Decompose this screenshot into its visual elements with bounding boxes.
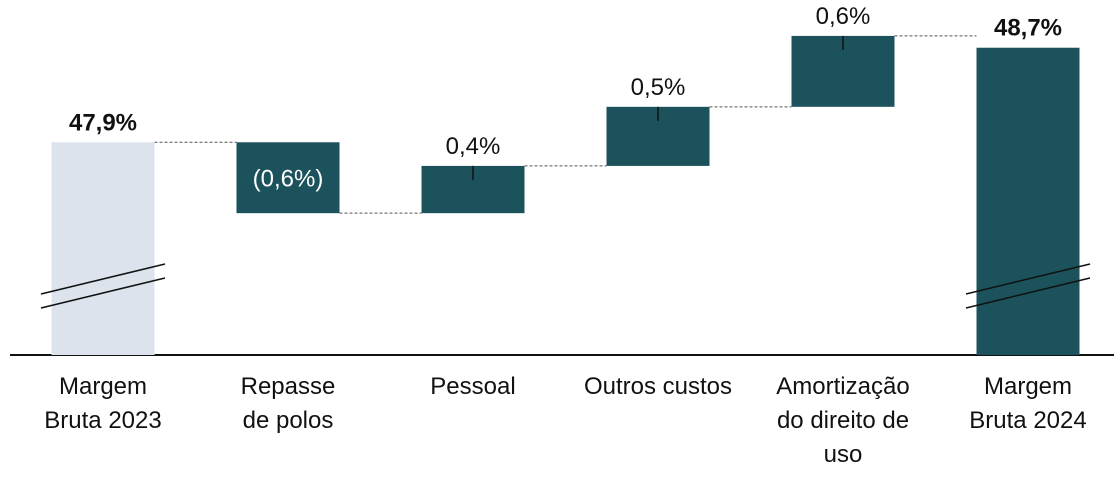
axis-break [40, 277, 166, 309]
x-tick-label: Amortização do direito de uso [776, 373, 910, 468]
value-label: 48,7% [994, 15, 1062, 42]
x-tick-label: Margem Bruta 2023 [44, 373, 162, 434]
value-label: 0,5% [631, 74, 686, 101]
value-label: 0,6% [816, 3, 871, 30]
bar [236, 142, 340, 214]
x-tick-label: Outros custos [583, 373, 733, 400]
axis-break [40, 263, 166, 295]
bar [976, 47, 1080, 356]
axis-break [965, 277, 1091, 309]
axis-break [965, 263, 1091, 295]
x-tick-label: Margem Bruta 2024 [969, 373, 1087, 434]
value-label: 47,9% [69, 109, 137, 136]
x-tick-label: Pessoal [430, 373, 516, 400]
value-label: (0,6%) [253, 166, 324, 193]
bar [51, 142, 155, 355]
value-label: 0,4% [446, 133, 501, 160]
x-tick-label: Repasse de polos [240, 373, 336, 434]
